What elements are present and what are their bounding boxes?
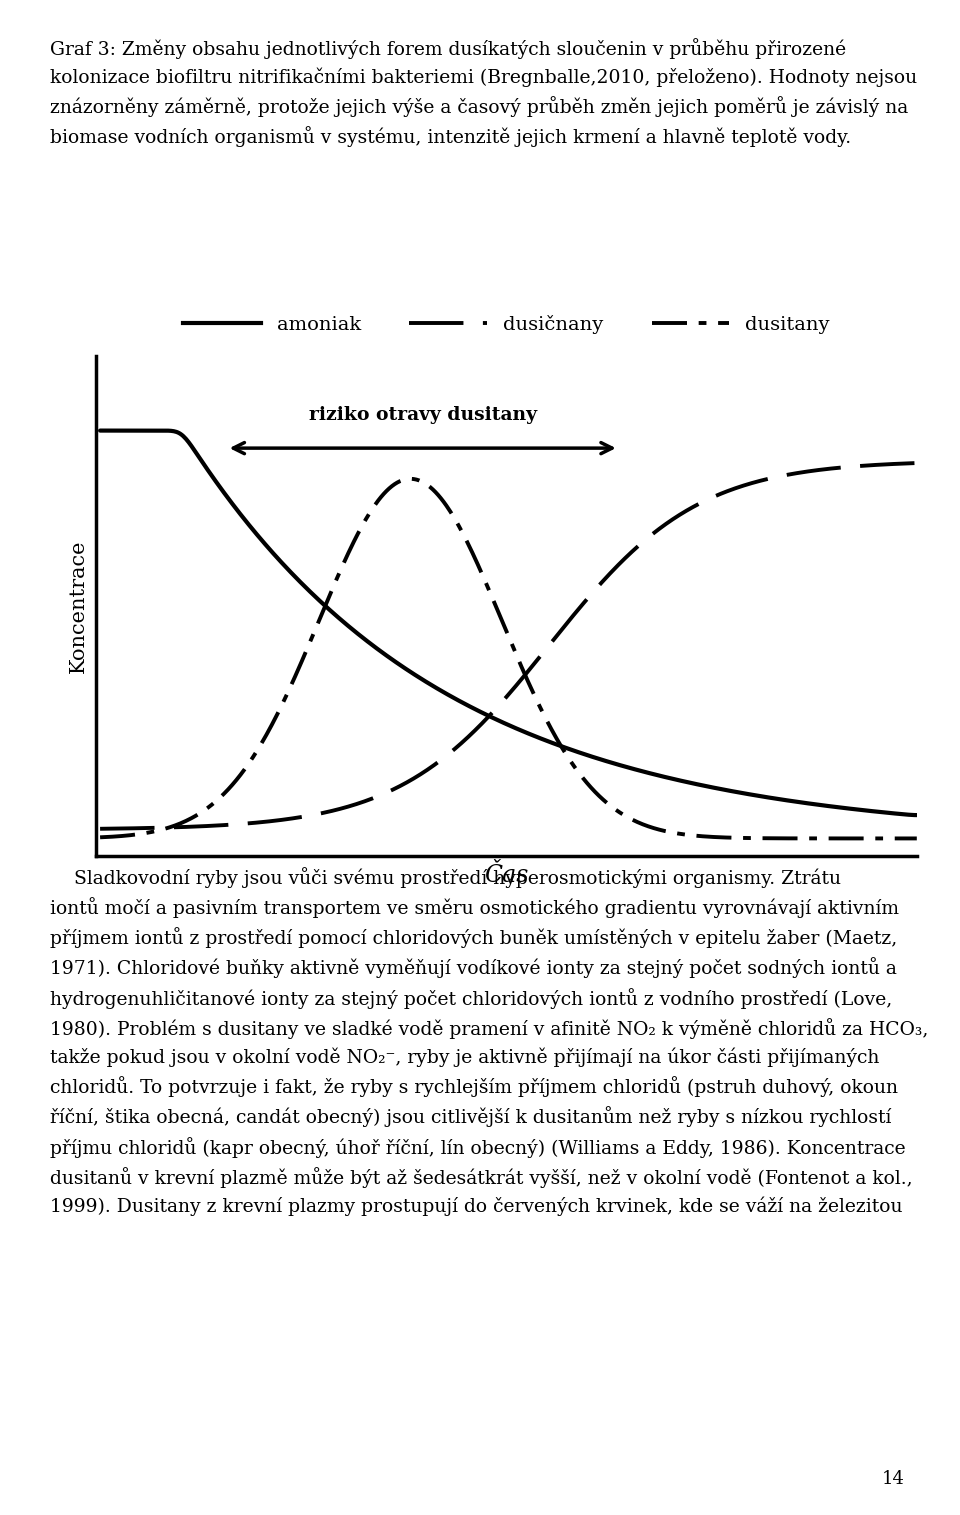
Text: riziko otravy dusitany: riziko otravy dusitany <box>308 406 537 424</box>
Text: 14: 14 <box>881 1470 904 1488</box>
Y-axis label: Koncentrace: Koncentrace <box>69 539 87 673</box>
X-axis label: Čas: Čas <box>484 865 529 888</box>
Text: Graf 3: Změny obsahu jednotlivých forem dusíkatých sloučenin v průběhu přirozené: Graf 3: Změny obsahu jednotlivých forem … <box>50 38 917 147</box>
Legend: amoniak, dusičnany, dusitany: amoniak, dusičnany, dusitany <box>176 306 837 341</box>
Text: Sladkovodní ryby jsou vůči svému prostředí hyperosmotickými organismy. Ztrátu
io: Sladkovodní ryby jsou vůči svému prostře… <box>50 867 928 1217</box>
